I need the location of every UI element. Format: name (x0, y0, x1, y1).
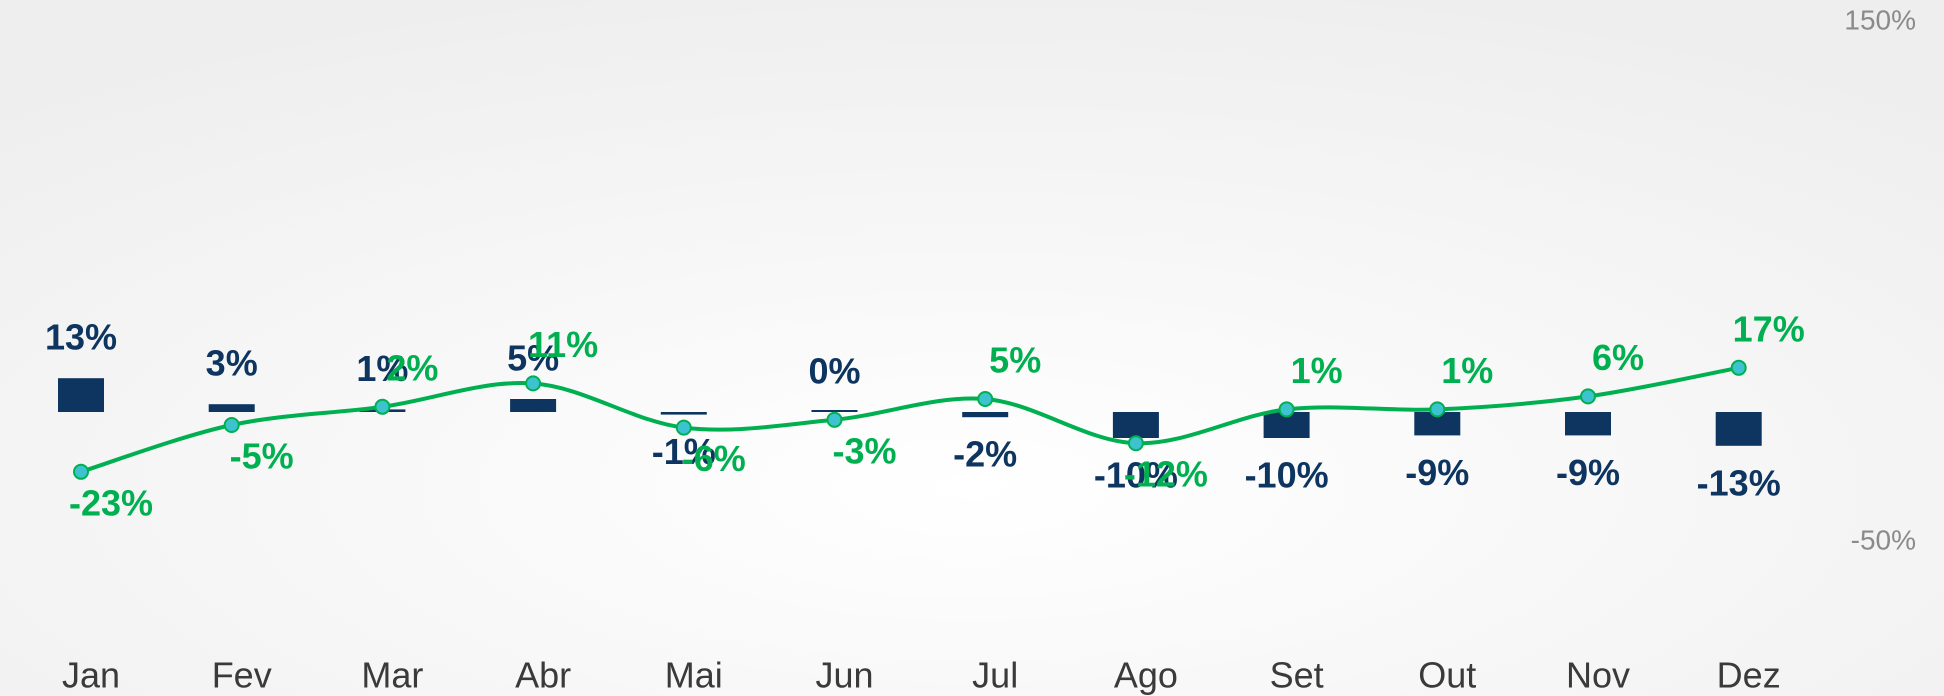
y-tick-label: 150% (1844, 4, 1916, 35)
bar (1112, 412, 1159, 438)
line-marker (1429, 401, 1446, 418)
x-tick-label: Abr (515, 655, 571, 696)
line-marker (223, 417, 240, 433)
line-value-label: -3% (832, 430, 896, 471)
x-tick-label: Dez (1717, 655, 1781, 696)
line-value-label: -5% (230, 436, 294, 477)
line-value-label: 2% (386, 347, 438, 388)
bar (510, 399, 557, 412)
line-marker (1127, 435, 1144, 452)
x-tick-label: Jan (62, 655, 120, 696)
x-tick-label: Out (1418, 655, 1476, 696)
line-marker (826, 411, 843, 428)
line-value-label: 1% (1291, 350, 1343, 391)
line-marker (1580, 388, 1596, 405)
bar-value-label: 3% (206, 343, 258, 384)
line-marker (1730, 359, 1747, 376)
bar-value-label: -1% (652, 431, 716, 472)
bar-value-label: -10% (1094, 455, 1178, 496)
x-tick-label: Set (1270, 655, 1324, 696)
bar-value-label: 5% (507, 338, 559, 379)
bar-value-label: -9% (1405, 452, 1469, 493)
line-value-label: 1% (1441, 350, 1493, 391)
x-tick-label: Jul (972, 655, 1018, 696)
bar (811, 410, 858, 412)
bar-value-label: -10% (1245, 455, 1329, 496)
line-value-label: -6% (682, 438, 746, 479)
bar (962, 412, 1009, 418)
line (80, 365, 1740, 474)
line-value-label: 17% (1733, 308, 1805, 349)
line-value-label: 6% (1592, 337, 1644, 378)
line-marker (1278, 401, 1295, 418)
x-tick-label: Mar (361, 655, 423, 696)
line-marker (525, 375, 542, 392)
x-tick-label: Ago (1114, 655, 1178, 696)
line-marker (73, 463, 89, 480)
bar (1565, 412, 1611, 436)
line-marker (977, 391, 994, 407)
x-tick-label: Jun (815, 655, 873, 696)
bar (660, 412, 707, 415)
bar-value-label: 1% (356, 348, 408, 389)
bar (58, 378, 104, 412)
bar (208, 404, 255, 412)
bar (1715, 412, 1762, 446)
line-value-label: -23% (69, 482, 153, 523)
x-tick-label: Fev (212, 655, 272, 696)
bar-value-label: -9% (1556, 452, 1620, 493)
bar-value-label: 13% (45, 317, 117, 358)
x-tick-label: Mai (665, 655, 723, 696)
line-marker (374, 398, 391, 415)
x-tick-label: Nov (1566, 655, 1630, 696)
line-value-label: 11% (528, 324, 598, 365)
line-value-label: -12% (1124, 454, 1208, 495)
bar-value-label: -2% (953, 434, 1017, 475)
bar-value-label: -13% (1697, 462, 1781, 503)
line-value-label: 5% (989, 340, 1041, 381)
y-tick-label: -50% (1851, 524, 1916, 555)
line-marker (675, 419, 692, 436)
bar-value-label: 0% (808, 351, 860, 392)
bar (1414, 412, 1461, 436)
